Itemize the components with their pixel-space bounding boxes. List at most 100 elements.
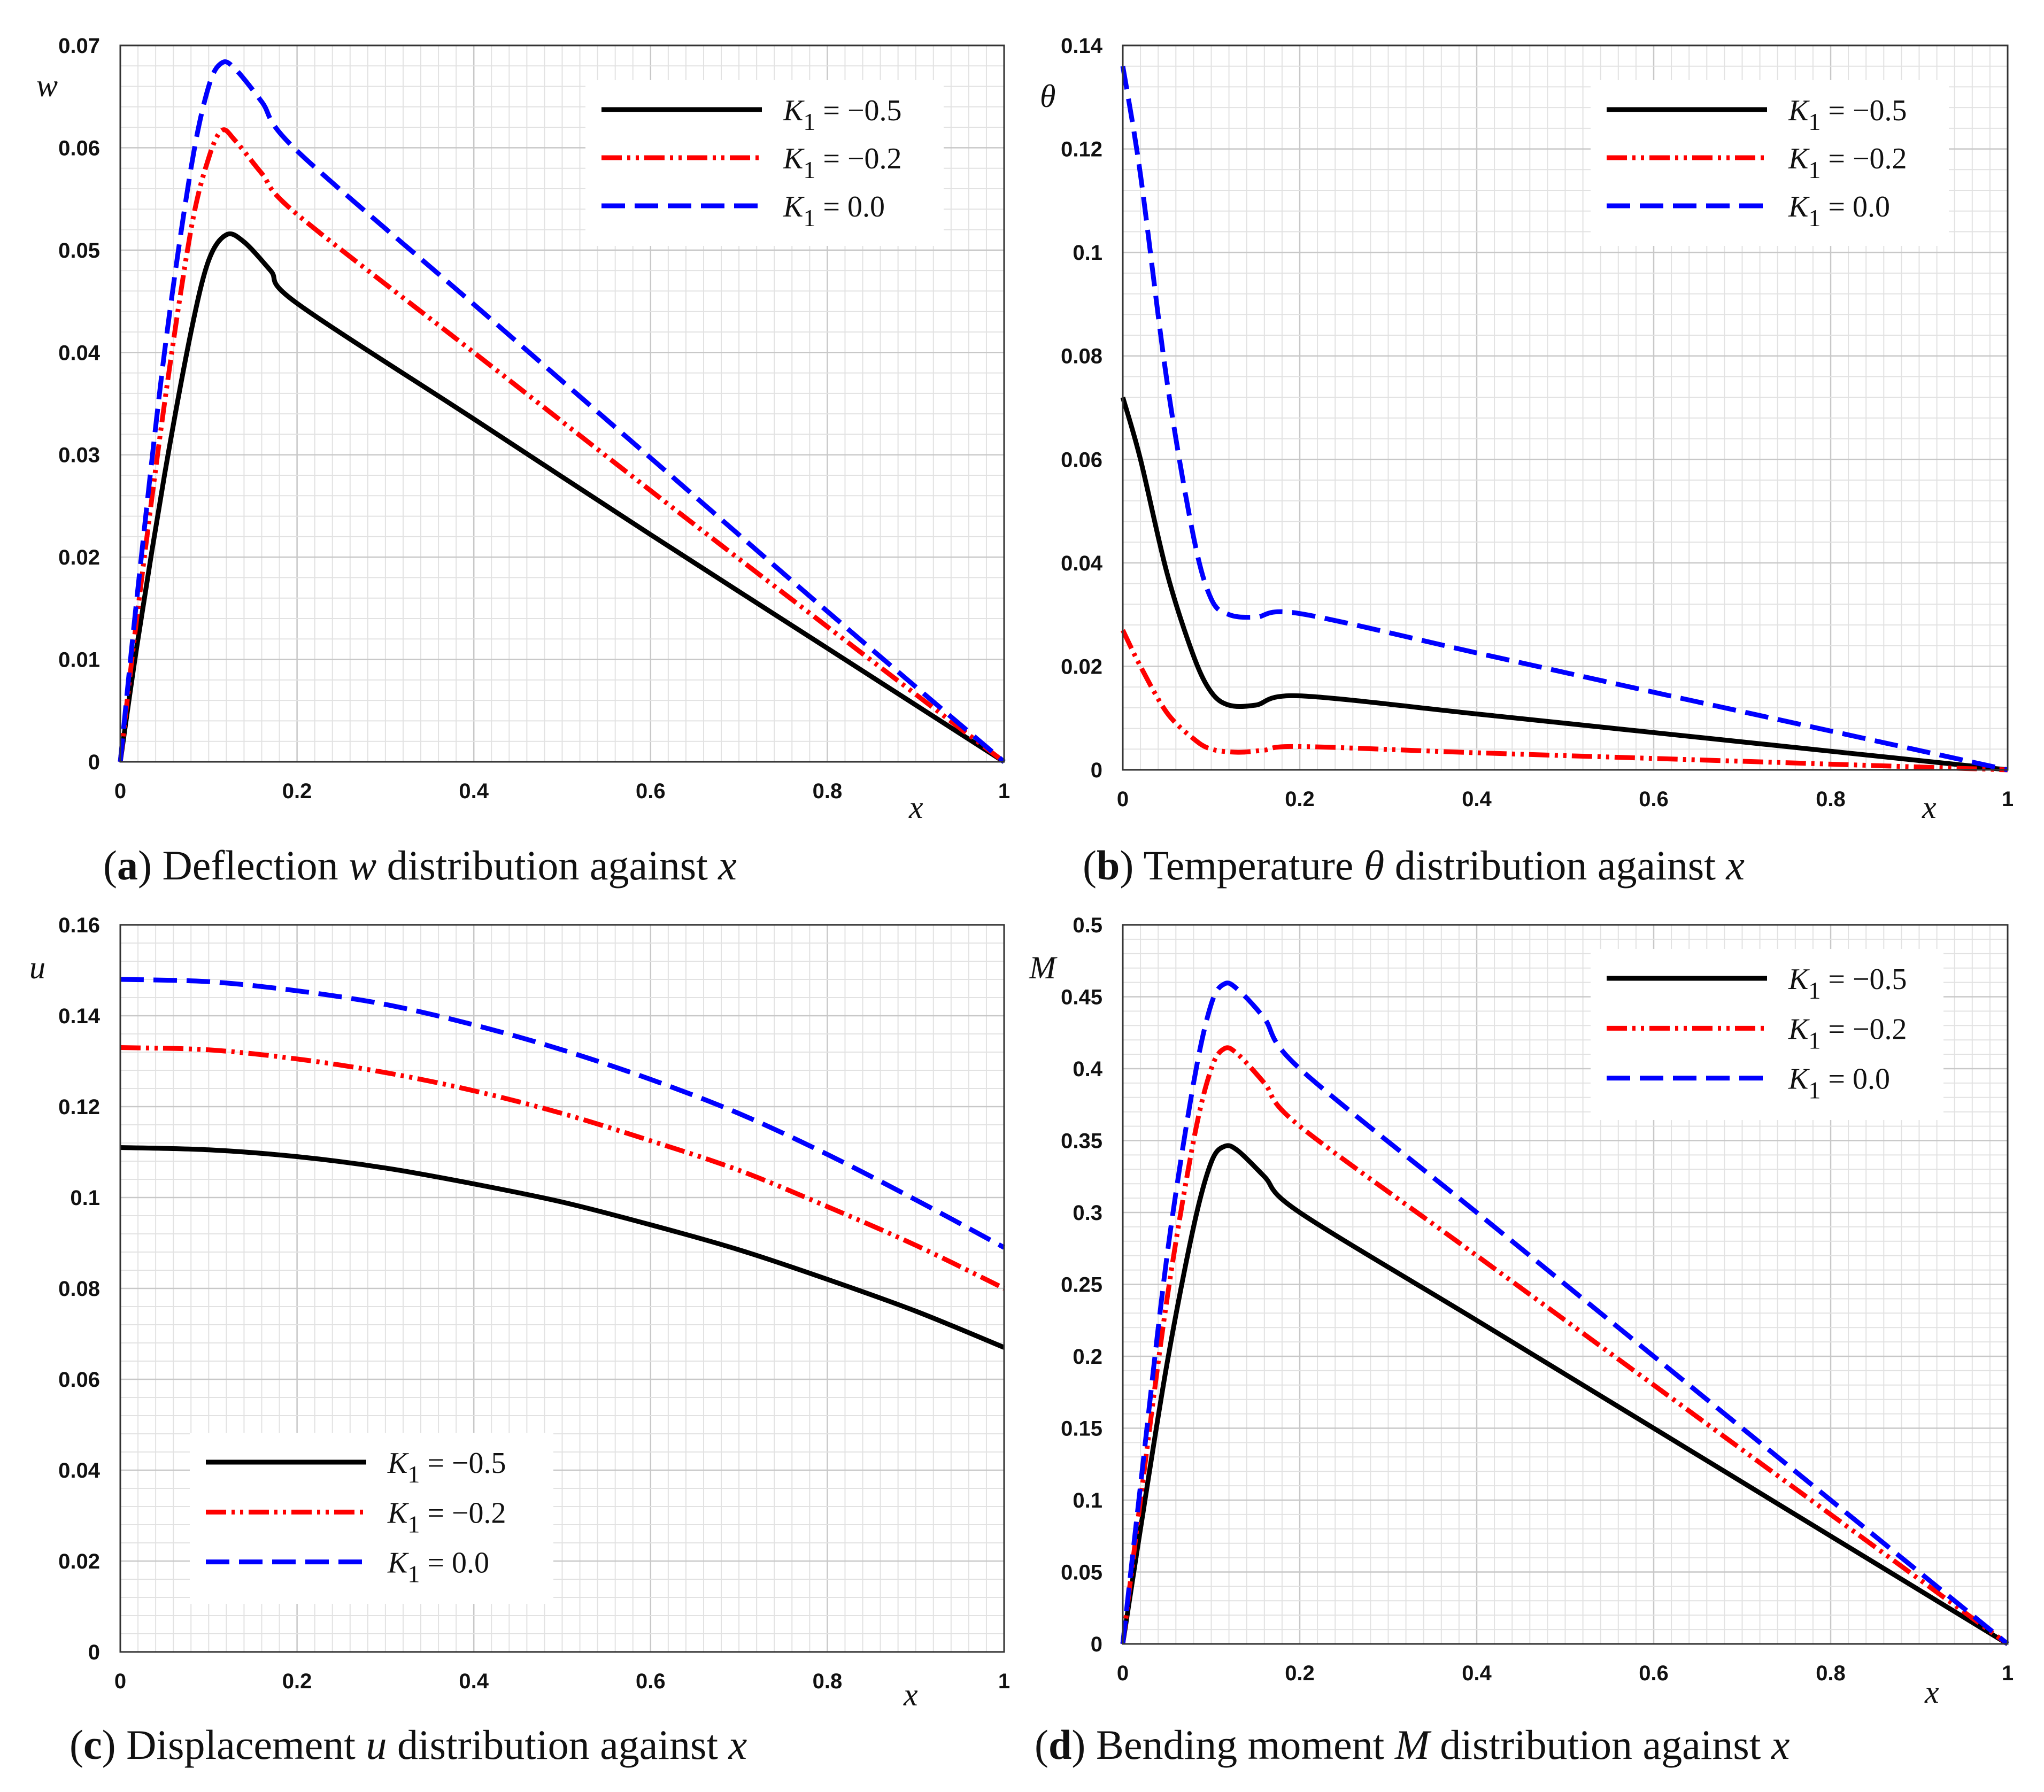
legend-label-1: K1 = −0.5	[1788, 94, 1907, 135]
y-tick-label: 0.05	[1061, 1561, 1102, 1585]
x-axis-label: x	[1924, 1674, 1939, 1710]
x-tick-label: 0.6	[1639, 1662, 1669, 1685]
y-tick-label: 0.08	[1061, 345, 1102, 368]
caption-b: (b) Temperature θ distribution against x	[1083, 842, 1745, 889]
y-tick-label: 0	[1091, 1633, 1102, 1656]
x-axis-label: x	[1922, 790, 1937, 825]
x-tick-label: 1	[2002, 1662, 2014, 1685]
y-tick-label: 0.1	[70, 1186, 100, 1210]
y-tick-label: 0	[1091, 759, 1102, 782]
y-tick-label: 0.25	[1061, 1273, 1102, 1297]
chart-panel-b: 0 0.02 0.04 0.06 0.08 0.1 0.12 0.14 0 0.2 0.4 0.6 0.…	[1040, 34, 2014, 889]
y-tick-label: 0.06	[58, 136, 100, 160]
legend-label-3: K1 = 0.0	[387, 1547, 489, 1588]
y-tick-label: 0.2	[1073, 1345, 1102, 1369]
x-tick-label: 0.2	[1285, 1662, 1315, 1685]
x-tick-label: 0.2	[282, 1670, 312, 1693]
plot-frame	[1122, 924, 2009, 1645]
series-line-1	[1120, 396, 2008, 773]
x-tick-label: 0.4	[459, 1670, 489, 1693]
series-line-1	[118, 231, 1006, 764]
y-tick-label: 0.1	[1073, 241, 1102, 265]
legend-label-2: K1 = −0.2	[783, 142, 902, 183]
series-line-3	[118, 59, 1006, 764]
y-tick-label: 0.02	[58, 546, 100, 569]
caption-c: (c) Displacement u distribution against …	[70, 1721, 747, 1768]
y-tick-label: 0.06	[58, 1368, 100, 1392]
x-tick-label: 0	[114, 779, 126, 803]
y-tick-label: 0.14	[58, 1005, 101, 1028]
y-axis-label: w	[36, 68, 58, 103]
x-tick-label: 0	[114, 1670, 126, 1693]
legend-label-3: K1 = 0.0	[1788, 190, 1890, 231]
y-tick-label: 0.03	[58, 444, 100, 467]
y-tick-label: 0.15	[1061, 1417, 1102, 1441]
y-tick-label: 0.1	[1073, 1489, 1102, 1512]
y-tick-label: 0.06	[1061, 448, 1102, 472]
y-axis-label: M	[1029, 950, 1058, 985]
grid	[1123, 45, 2008, 770]
x-tick-label: 0.8	[1816, 787, 1846, 811]
x-tick-label: 0.4	[1462, 787, 1492, 811]
y-axis-label: θ	[1040, 79, 1055, 114]
series-line-3	[1120, 980, 2009, 1646]
y-tick-label: 0.14	[1061, 34, 1103, 58]
y-tick-label: 0.16	[58, 914, 100, 937]
y-tick-label: 0.02	[1061, 655, 1102, 678]
y-tick-label: 0	[88, 751, 100, 774]
series-line-2	[1120, 629, 2008, 773]
y-tick-label: 0.04	[58, 341, 101, 365]
y-tick-label: 0.01	[58, 648, 100, 672]
x-tick-label: 0.2	[1285, 787, 1315, 811]
series-line-2	[118, 127, 1006, 764]
chart-panel-a: 0 0.01 0.02 0.03 0.04 0.05 0.06 0.07 0 0.2 0.4 0.6 0…	[36, 34, 1010, 889]
x-tick-label: 1	[2002, 787, 2014, 811]
y-tick-label: 0.12	[58, 1095, 100, 1119]
legend-label-2: K1 = −0.2	[1788, 1013, 1907, 1054]
y-tick-label: 0.04	[1061, 552, 1103, 575]
plot-frame	[1122, 44, 2009, 771]
series-line-3	[120, 977, 1006, 1250]
x-tick-label: 1	[998, 1670, 1010, 1693]
x-tick-label: 0.8	[813, 1670, 843, 1693]
caption-d: (d) Bending moment M distribution agains…	[1035, 1721, 1790, 1768]
y-tick-label: 0.07	[58, 34, 100, 58]
x-axis-label: x	[903, 1677, 918, 1712]
chart-panel-c: 0 0.02 0.04 0.06 0.08 0.1 0.12 0.14 0.16 0 0.2 0.4 0…	[29, 914, 1010, 1768]
y-tick-label: 0.04	[58, 1459, 101, 1482]
x-tick-label: 0.6	[636, 1670, 666, 1693]
series-line-1	[1120, 1143, 2009, 1646]
y-tick-label: 0.4	[1073, 1057, 1102, 1081]
y-tick-label: 0.3	[1073, 1201, 1102, 1225]
legend-label-1: K1 = −0.5	[1788, 963, 1907, 1004]
plot-frame	[119, 44, 1005, 763]
series-line-2	[120, 1045, 1005, 1291]
caption-a: (a) Deflection w distribution against x	[103, 842, 737, 889]
legend-label-2: K1 = −0.2	[1788, 142, 1907, 183]
y-tick-label: 0.02	[58, 1550, 100, 1573]
series-line-2	[1120, 1045, 2009, 1646]
legend-label-1: K1 = −0.5	[783, 94, 902, 135]
legend: K1 = −0.5 K1 = −0.2 K1 = 0.0	[1591, 949, 1943, 1120]
x-tick-label: 1	[998, 779, 1010, 803]
grid	[120, 45, 1004, 762]
y-tick-label: 0.35	[1061, 1130, 1102, 1153]
legend: K1 = −0.5 K1 = −0.2 K1 = 0.0	[1591, 80, 1949, 246]
y-tick-label: 0.45	[1061, 986, 1102, 1009]
x-tick-label: 0	[1117, 1662, 1129, 1685]
legend-label-1: K1 = −0.5	[387, 1447, 506, 1488]
y-axis-label: u	[29, 950, 45, 985]
legend: K1 = −0.5 K1 = −0.2 K1 = 0.0	[585, 80, 944, 246]
plot-frame	[119, 924, 1005, 1653]
legend-label-3: K1 = 0.0	[783, 190, 885, 231]
x-axis-label: x	[908, 790, 923, 825]
y-tick-label: 0.5	[1073, 914, 1102, 937]
y-tick-label: 0	[88, 1641, 100, 1664]
series-line-1	[120, 1145, 1005, 1350]
y-tick-label: 0.05	[58, 239, 100, 262]
x-tick-label: 0.6	[1639, 787, 1669, 811]
legend: K1 = −0.5 K1 = −0.2 K1 = 0.0	[190, 1433, 553, 1604]
series-line-3	[1120, 65, 2008, 773]
x-tick-label: 0	[1117, 787, 1129, 811]
